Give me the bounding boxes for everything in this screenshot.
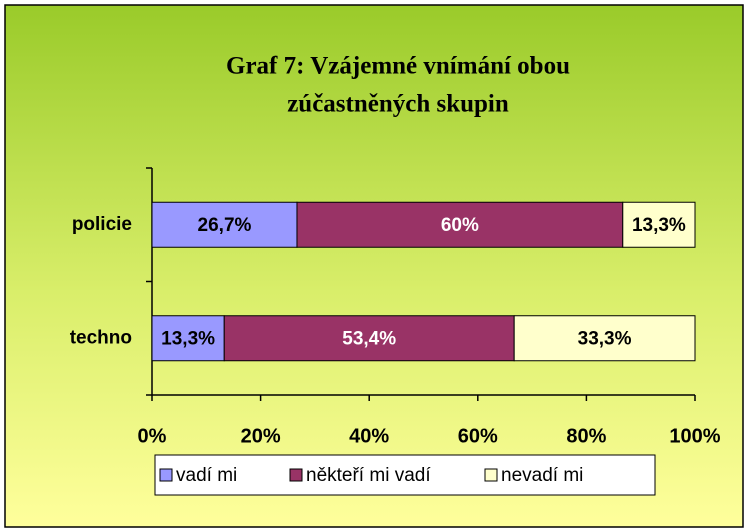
bar-segment — [151, 201, 298, 248]
bar-segment — [622, 201, 696, 248]
bar-segment — [513, 315, 696, 362]
chart-title: Graf 7: Vzájemné vnímání obou — [226, 53, 570, 80]
x-tick-label: 40% — [349, 425, 389, 447]
y-tick-label: techno — [70, 327, 132, 348]
x-tick-label: 80% — [566, 425, 606, 447]
chart-background — [4, 4, 744, 528]
y-tick-label: policie — [72, 214, 132, 235]
legend-swatch — [159, 468, 173, 482]
legend-label: nevadí mi — [501, 465, 583, 486]
legend-swatch — [484, 468, 498, 482]
data-label: 60% — [441, 215, 479, 236]
data-label: 26,7% — [198, 215, 252, 236]
x-tick-label: 20% — [241, 425, 281, 447]
x-tick-label: 60% — [458, 425, 498, 447]
legend — [154, 454, 656, 496]
legend-swatch — [289, 468, 303, 482]
legend-label: někteří mi vadí — [306, 465, 431, 486]
bar-segment — [223, 315, 515, 362]
data-label: 53,4% — [342, 328, 396, 349]
data-label: 13,3% — [161, 328, 215, 349]
chart-title: zúčastněných skupin — [287, 91, 509, 118]
data-label: 33,3% — [578, 328, 632, 349]
data-label: 13,3% — [632, 215, 686, 236]
x-tick-label: 0% — [138, 425, 167, 447]
legend-label: vadí mi — [176, 465, 237, 486]
x-tick-label: 100% — [669, 425, 720, 447]
